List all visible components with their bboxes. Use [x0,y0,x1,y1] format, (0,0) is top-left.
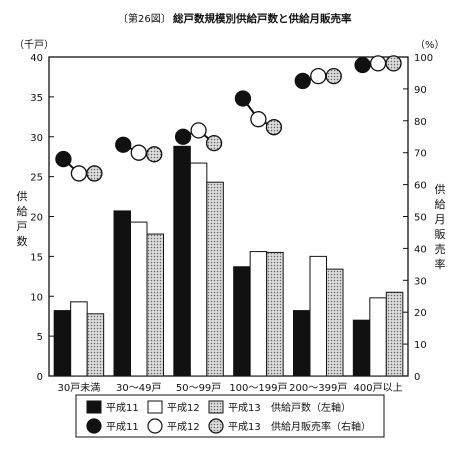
left-axis-label: 供給戸数 [17,189,28,248]
bar [113,210,131,377]
legend-bar-label: 平成12 [167,402,200,414]
legend: 平成11 平成12 平成13 供給戸数（左軸） 平成11 平成12 平成13 供給月販売率（右… [75,394,385,438]
axis-label-char: 売 [435,243,446,256]
right-tick-label: 40 [414,244,427,255]
bar [352,319,371,377]
rate-point [250,111,267,128]
bar [173,145,191,377]
right-tick-label: 60 [414,181,427,192]
right-tick-label: 0 [414,372,420,383]
bar [266,251,284,377]
axis-label-char: 給 [435,197,446,211]
category-label: 400戸以上 [354,382,403,394]
rate-point [55,150,72,168]
left-tick-label: 0 [37,372,43,383]
plot-area: 0 5 10 15 20 25 30 35 40 0 10 20 30 40 50 60 70 80 90 100 30… [30,53,433,394]
legend-point-swatch [147,418,163,434]
axis-label-char: 戸 [17,220,28,233]
rate-point [369,55,387,72]
right-tick-label: 100 [414,53,433,64]
left-tick-label: 25 [30,173,43,184]
figure-label: 〔第26図〕 [118,12,171,25]
right-axis-label: 供給月販売率 [435,182,446,271]
bar [130,221,148,377]
bar [53,310,72,377]
bar [309,255,327,377]
bar [233,266,251,377]
legend-bar-label: 平成11 [106,402,139,414]
bar [146,233,164,377]
axis-label-char: 給 [17,204,28,218]
right-tick-label: 80 [414,117,427,128]
legend-point-label: 平成13 [228,421,261,433]
legend-bar-label: 平成13 [228,402,261,414]
bar [326,268,344,377]
axis-label-char: 供 [435,182,446,196]
bar [385,291,404,377]
legend-frame [75,394,385,438]
left-tick-label: 35 [30,93,43,104]
category-label: 30戸未満 [58,382,101,394]
rate-point [310,67,327,85]
rate-point [385,55,402,72]
axis-label-char: 供 [17,189,28,203]
bar [86,313,105,377]
left-tick-label: 40 [30,53,43,64]
legend-point-label: 平成11 [106,421,139,433]
axis-label-char: 率 [435,257,446,271]
right-axis-unit: （%） [415,39,445,51]
right-tick-label: 70 [414,149,427,160]
bar [189,162,208,377]
rate-point [146,146,163,163]
rate-point [325,67,342,85]
rate-point [190,122,207,139]
left-tick-label: 15 [30,252,43,263]
bar [249,251,268,377]
right-tick-label: 10 [414,340,427,351]
legend-bar-swatch [208,400,224,414]
legend-point-label: 平成12 [167,421,200,433]
chart-title: 総戸数規模別供給戸数と供給月販売率 [173,12,352,25]
legend-point-swatch [86,418,102,434]
rate-point [130,144,147,161]
legend-point-swatch [208,418,224,434]
category-label: 100〜199戸 [229,382,287,394]
axis-label-char: 月 [435,213,446,226]
right-tick-label: 90 [414,85,427,96]
rate-point [205,134,223,152]
right-tick-label: 50 [414,213,427,224]
legend-bar-swatch [86,400,102,414]
left-axis-unit: （千戸） [14,39,54,51]
rate-point [234,90,252,107]
right-tick-label: 20 [414,308,427,319]
axis-label-char: 数 [17,235,28,248]
rate-point [265,119,283,136]
left-tick-label: 30 [30,133,43,144]
category-label: 30〜49戸 [116,382,161,394]
left-tick-label: 10 [30,292,43,303]
axis-label-char: 販 [435,228,446,241]
bar [369,297,387,377]
bar [70,301,88,377]
rate-point [174,128,192,145]
legend-point-caption: 供給月販売率（右軸） [271,420,371,433]
rate-point [86,165,103,182]
bar [206,181,224,377]
rate-point [70,165,88,182]
left-tick-label: 20 [30,213,43,224]
rate-point [115,136,132,153]
left-tick-label: 5 [37,332,43,343]
category-label: 50〜99戸 [176,382,221,394]
right-tick-label: 30 [414,276,427,287]
legend-bar-caption: 供給戸数（左軸） [271,401,351,414]
category-label: 200〜399戸 [289,382,347,394]
rate-point [354,56,371,74]
rate-point [294,72,311,90]
bar [293,310,311,377]
legend-bar-swatch [147,400,163,414]
